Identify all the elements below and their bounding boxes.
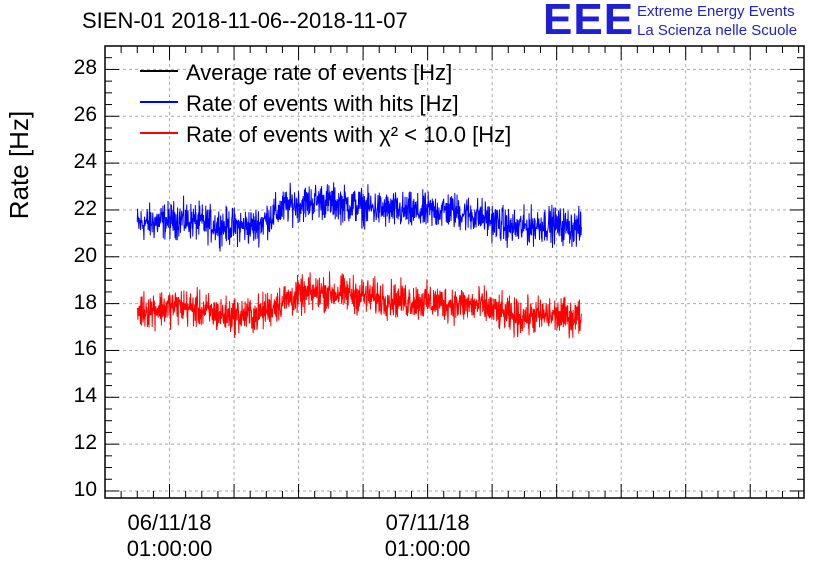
legend-label-chi2: Rate of events with χ² < 10.0 [Hz] xyxy=(186,122,512,147)
y-tick-label-18: 18 xyxy=(73,290,97,314)
x-tick-label-0: 06/11/18 01:00:00 xyxy=(110,510,230,562)
x-tick-date-1: 07/11/18 xyxy=(385,510,470,535)
chart-title: SIEN-01 2018-11-06--2018-11-07 xyxy=(82,8,408,33)
y-tick-label-14: 14 xyxy=(73,384,97,408)
y-tick-label-20: 20 xyxy=(73,243,97,267)
eee-logo-line1: Extreme Energy Events xyxy=(637,3,795,20)
x-tick-time-0: 01:00:00 xyxy=(126,536,213,561)
y-tick-label-26: 26 xyxy=(73,103,97,127)
x-tick-date-0: 06/11/18 xyxy=(127,510,212,535)
legend-item-chi2: Rate of events with χ² < 10.0 [Hz] xyxy=(140,122,512,147)
legend-swatch-hits xyxy=(140,101,178,104)
legend-swatch-average xyxy=(140,70,178,73)
y-tick-label-16: 16 xyxy=(73,337,97,361)
legend-swatch-chi2 xyxy=(140,132,178,135)
y-tick-label-24: 24 xyxy=(73,150,97,174)
y-tick-label-22: 22 xyxy=(73,196,97,220)
legend-label-average: Average rate of events [Hz] xyxy=(186,60,453,85)
y-tick-label-28: 28 xyxy=(73,56,97,80)
y-tick-label-12: 12 xyxy=(73,431,97,455)
x-tick-time-1: 01:00:00 xyxy=(384,536,471,561)
x-tick-label-1: 07/11/18 01:00:00 xyxy=(368,510,488,562)
series-line-2 xyxy=(136,271,582,339)
legend-item-hits: Rate of events with hits [Hz] xyxy=(140,91,459,116)
legend-label-hits: Rate of events with hits [Hz] xyxy=(186,91,459,116)
eee-logo-line2: La Scienza nelle Scuole xyxy=(637,22,798,39)
series-line-1 xyxy=(136,182,582,252)
eee-logo-mark: EEE xyxy=(543,0,635,44)
y-tick-label-10: 10 xyxy=(73,477,97,501)
plot-frame xyxy=(104,45,805,499)
legend-item-average: Average rate of events [Hz] xyxy=(140,60,453,85)
